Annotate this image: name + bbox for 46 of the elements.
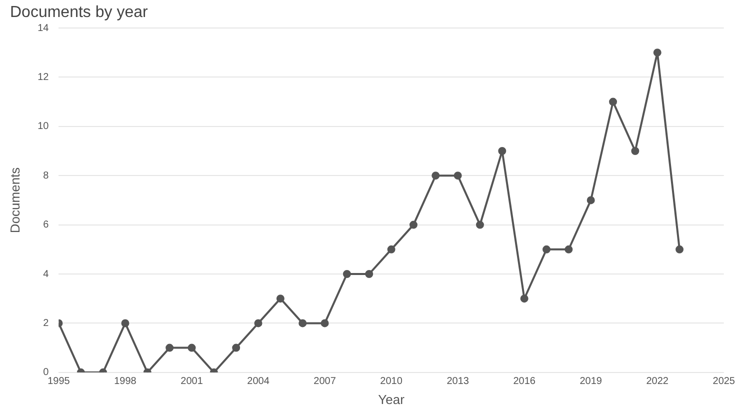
point <box>586 196 595 204</box>
point <box>342 270 351 278</box>
point <box>298 319 307 328</box>
point <box>166 344 174 352</box>
point <box>232 344 240 352</box>
x-tick-label: 1998 <box>114 376 137 388</box>
y-tick-label: 14 <box>38 22 50 34</box>
point <box>409 220 418 229</box>
x-tick-label: 2010 <box>380 376 403 388</box>
point <box>542 245 551 254</box>
point <box>432 172 440 180</box>
x-tick-label: 2019 <box>580 376 602 388</box>
x-tick-label: 2013 <box>446 376 470 388</box>
y-tick-label: 8 <box>43 170 50 182</box>
y-tick-label: 12 <box>38 72 50 83</box>
y-tick-label: 0 <box>43 367 50 378</box>
point <box>121 319 130 328</box>
point <box>609 98 618 106</box>
x-tick-label: 2001 <box>180 376 204 388</box>
y-tick-label: 6 <box>43 220 50 231</box>
point <box>365 270 374 278</box>
point <box>387 245 396 254</box>
chart-title: Documents by year <box>10 4 148 22</box>
x-tick-label: 2007 <box>314 376 336 388</box>
x-tick-label: 2025 <box>712 376 736 388</box>
point <box>320 319 329 328</box>
point <box>653 48 662 57</box>
point <box>476 220 484 229</box>
point <box>520 294 528 303</box>
x-tick-label: 2022 <box>646 376 669 388</box>
point <box>631 147 640 155</box>
y-axis-title: Documents <box>7 166 22 234</box>
x-tick-label: 2016 <box>513 376 536 388</box>
y-tick-label: 2 <box>43 318 50 329</box>
x-axis-title: Year <box>378 392 406 407</box>
point <box>188 344 196 352</box>
x-tick-label: 2004 <box>247 376 270 388</box>
point <box>276 294 284 303</box>
point <box>454 172 462 180</box>
point <box>498 147 506 155</box>
x-tick-label: 1995 <box>48 376 70 388</box>
point <box>676 245 684 254</box>
point <box>564 245 573 254</box>
y-tick-label: 10 <box>38 121 50 132</box>
y-tick-label: 4 <box>43 268 50 280</box>
point <box>254 319 262 328</box>
